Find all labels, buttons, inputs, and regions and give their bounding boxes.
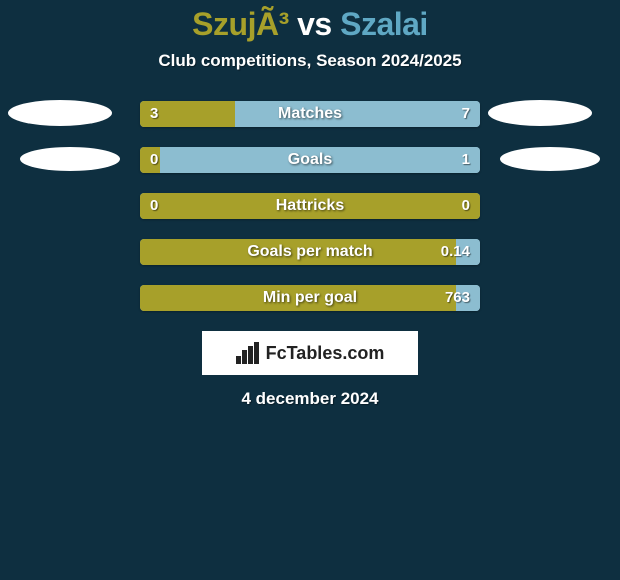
- stat-row: 01Goals: [0, 147, 620, 177]
- value-right: 0.14: [441, 239, 470, 265]
- page-title: SzujÃ³ vs Szalai: [0, 0, 620, 43]
- comparison-widget: SzujÃ³ vs Szalai Club competitions, Seas…: [0, 0, 620, 580]
- logo-box: FcTables.com: [202, 331, 418, 375]
- value-left: 3: [150, 101, 158, 127]
- value-left: 0: [150, 193, 158, 219]
- bars-track: [140, 193, 480, 219]
- stat-row: 763Min per goal: [0, 285, 620, 315]
- vs-text: vs: [297, 6, 332, 42]
- player1-name: SzujÃ³: [192, 6, 289, 42]
- bar-left: [140, 285, 456, 311]
- bars-track: [140, 285, 480, 311]
- value-left: 0: [150, 147, 158, 173]
- ellipse-right: [488, 100, 592, 126]
- bar-right: [310, 193, 480, 219]
- value-right: 1: [462, 147, 470, 173]
- bar-right: [160, 147, 480, 173]
- subtitle: Club competitions, Season 2024/2025: [0, 51, 620, 71]
- value-right: 7: [462, 101, 470, 127]
- bar-right: [235, 101, 480, 127]
- logo-text: FcTables.com: [266, 343, 385, 364]
- logo-chart-icon: [236, 342, 262, 364]
- stat-row: 0.14Goals per match: [0, 239, 620, 269]
- stat-row: 37Matches: [0, 101, 620, 131]
- value-right: 0: [462, 193, 470, 219]
- bar-left: [140, 193, 310, 219]
- bars-track: [140, 239, 480, 265]
- bars-track: [140, 101, 480, 127]
- ellipse-left: [8, 100, 112, 126]
- date-text: 4 december 2024: [0, 389, 620, 409]
- chart-area: 37Matches01Goals00Hattricks0.14Goals per…: [0, 101, 620, 315]
- ellipse-left: [20, 147, 120, 171]
- ellipse-right: [500, 147, 600, 171]
- player2-name: Szalai: [340, 6, 428, 42]
- value-right: 763: [445, 285, 470, 311]
- stat-row: 00Hattricks: [0, 193, 620, 223]
- bar-left: [140, 239, 456, 265]
- bars-track: [140, 147, 480, 173]
